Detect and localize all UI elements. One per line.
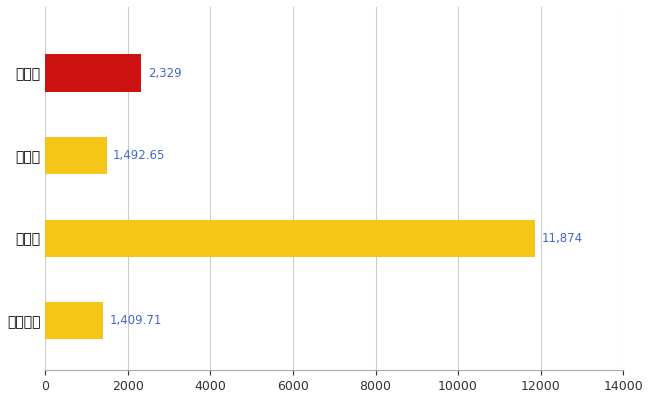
Bar	[46, 54, 142, 92]
Text: 1,409.71: 1,409.71	[110, 314, 162, 327]
Text: 11,874: 11,874	[541, 232, 583, 245]
Bar	[46, 137, 107, 174]
Text: 1,492.65: 1,492.65	[113, 149, 166, 162]
Text: 2,329: 2,329	[148, 66, 181, 80]
Bar	[46, 302, 103, 339]
Bar	[46, 220, 536, 257]
